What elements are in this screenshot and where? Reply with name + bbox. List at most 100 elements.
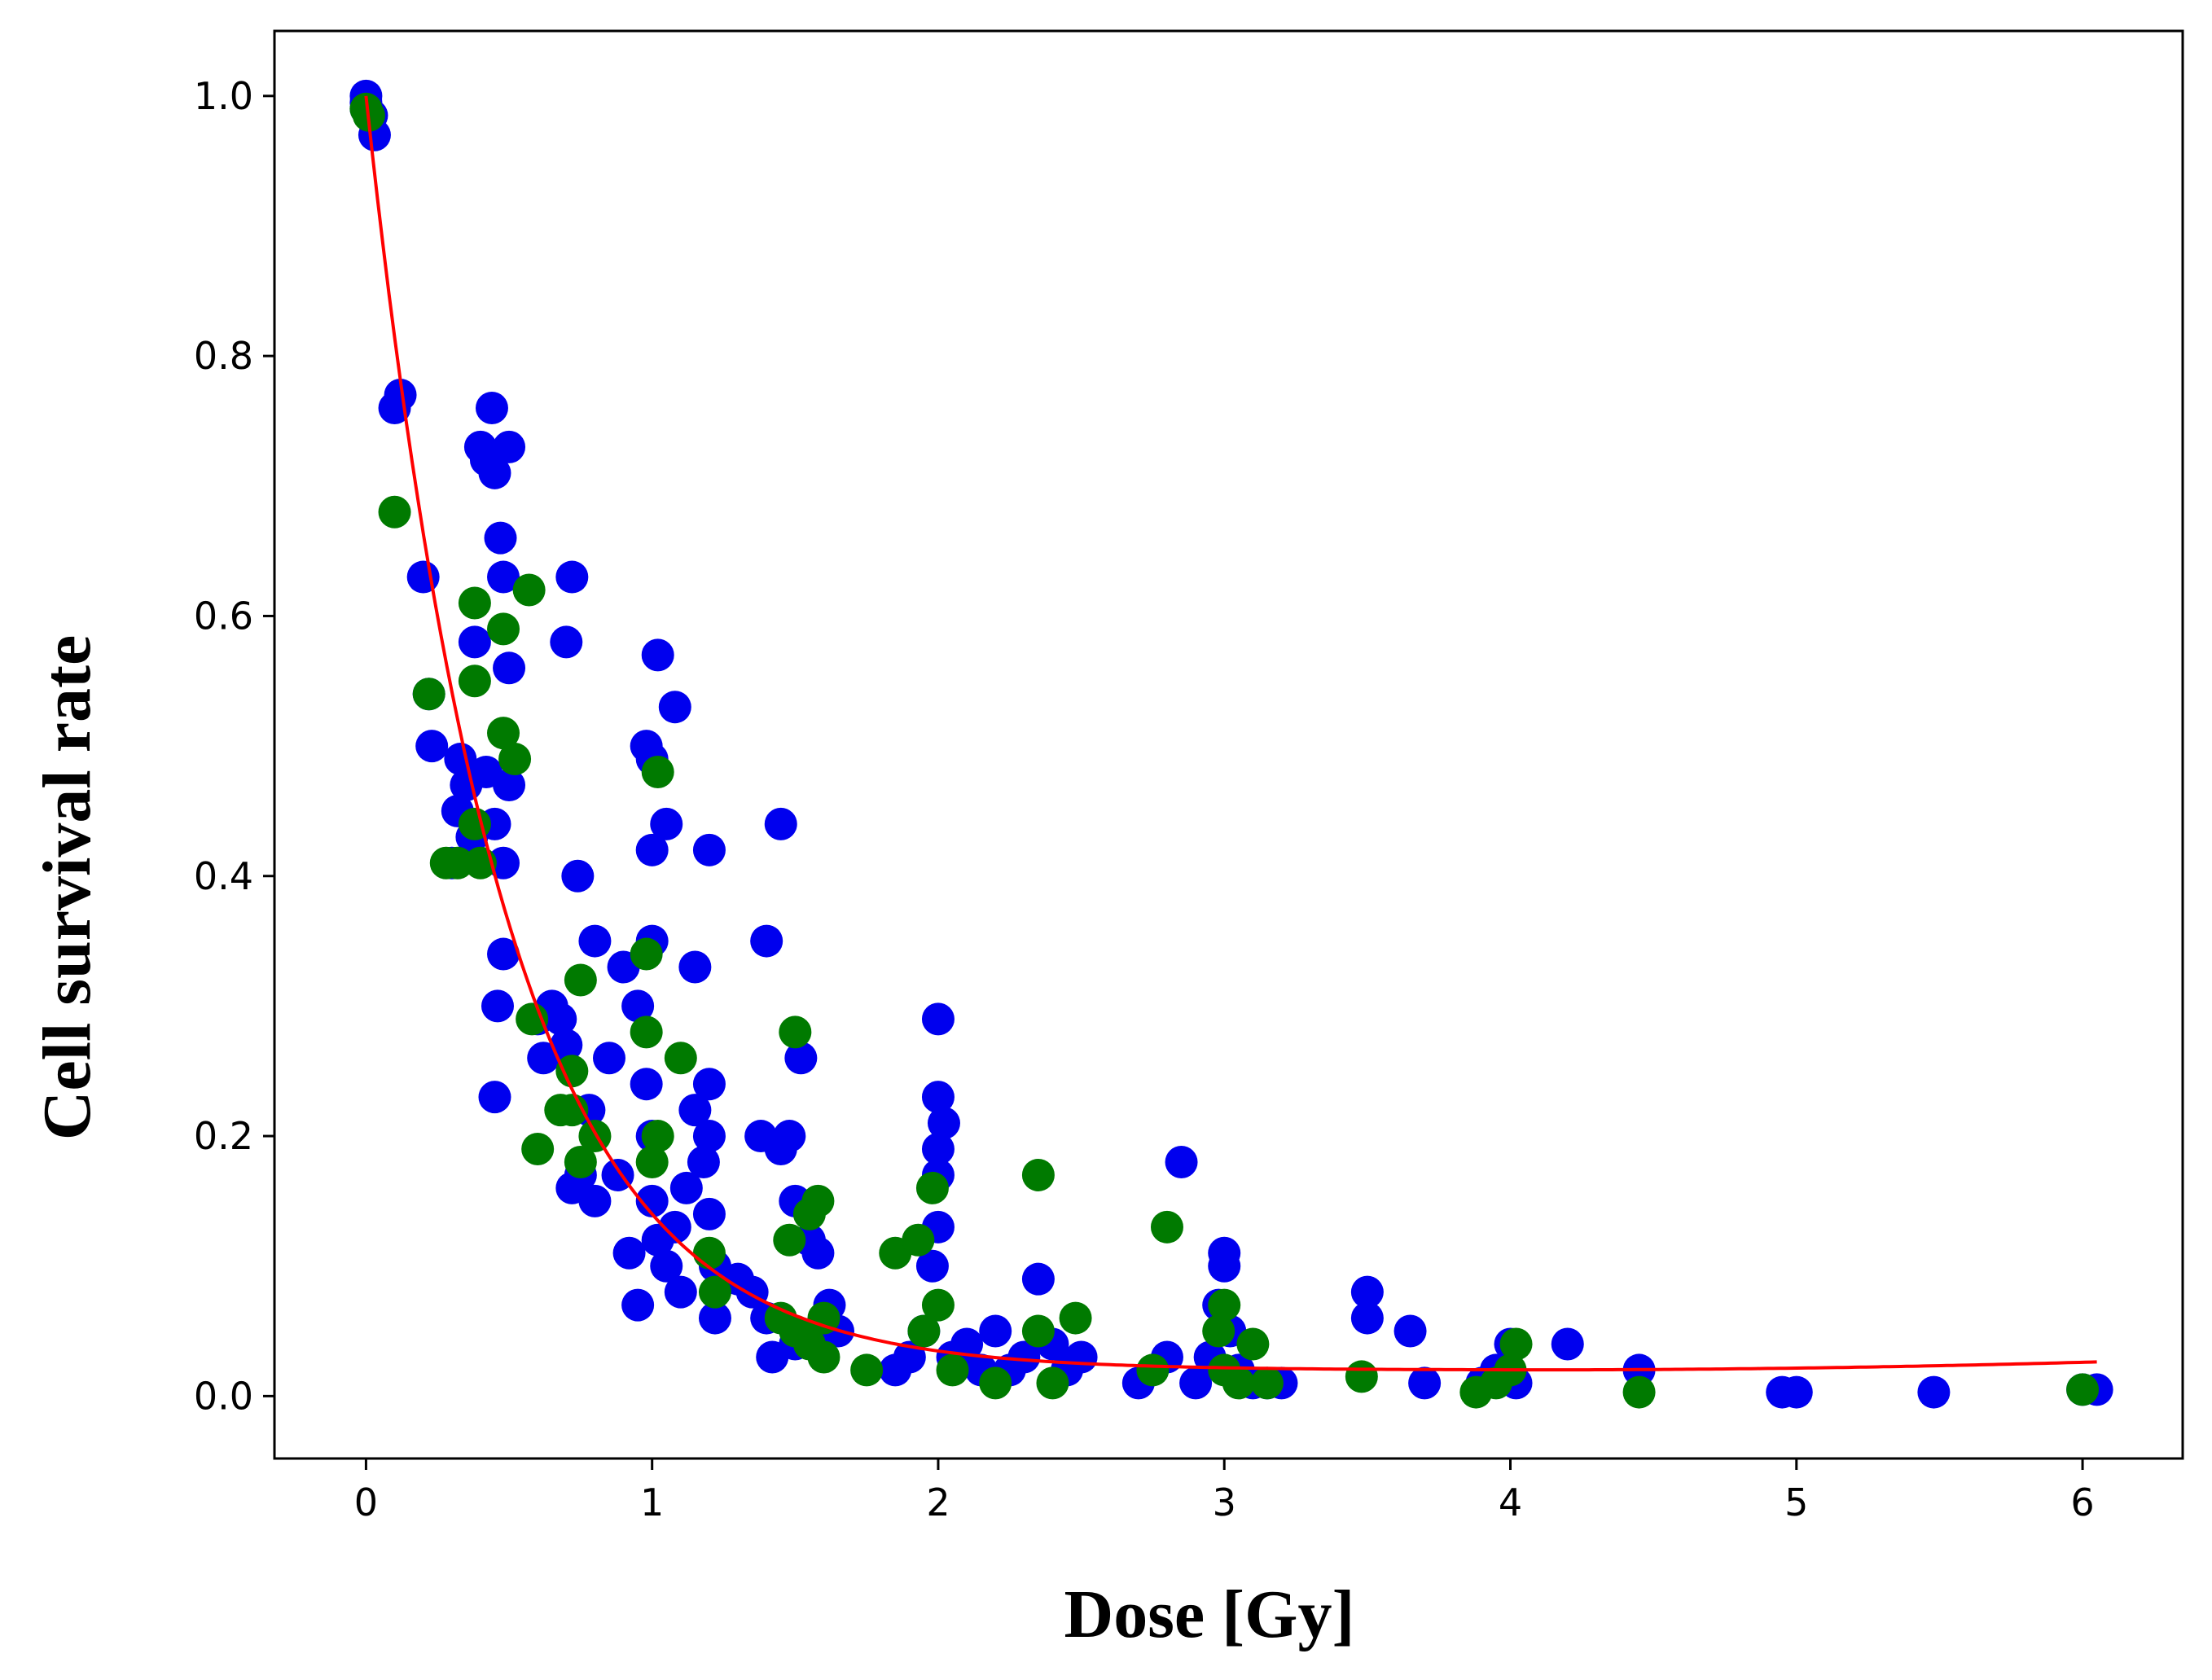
blue-data-point <box>927 1107 960 1140</box>
blue-data-point <box>484 521 517 555</box>
blue-data-point <box>406 560 440 594</box>
x-tick-label: 5 <box>1784 1480 1808 1524</box>
blue-data-point <box>1408 1366 1442 1400</box>
blue-data-point <box>384 379 417 412</box>
green-data-point <box>921 1288 955 1322</box>
blue-data-point <box>773 1120 806 1153</box>
green-data-point <box>441 846 474 879</box>
green-data-point <box>641 756 674 789</box>
green-data-point <box>1345 1360 1378 1393</box>
y-tick-label: 0.4 <box>194 854 253 898</box>
green-data-point <box>412 678 445 711</box>
blue-data-point <box>561 859 595 893</box>
blue-data-point <box>750 924 783 958</box>
green-data-point <box>521 1133 555 1166</box>
green-data-point <box>979 1366 1012 1400</box>
blue-data-point <box>1350 1275 1384 1309</box>
blue-data-point <box>979 1314 1012 1348</box>
blue-data-point <box>784 1042 818 1075</box>
green-data-point <box>458 586 491 620</box>
blue-data-point <box>915 1249 949 1283</box>
x-tick-label: 0 <box>354 1480 378 1524</box>
plot-frame <box>273 29 2184 1460</box>
green-data-point <box>498 743 532 776</box>
blue-data-point <box>650 807 683 840</box>
blue-data-point <box>801 1236 835 1270</box>
green-data-point <box>512 573 546 607</box>
axis-ticks <box>263 94 2084 1470</box>
green-data-point <box>907 1314 941 1348</box>
blue-data-point <box>921 1002 955 1036</box>
green-data-point <box>458 807 491 840</box>
blue-data-point <box>687 1145 720 1178</box>
blue-data-point <box>550 1029 583 1062</box>
green-data-point <box>1021 1158 1055 1191</box>
blue-data-point <box>664 1275 697 1309</box>
blue-data-point <box>678 1094 712 1127</box>
green-data-point <box>1236 1327 1270 1361</box>
green-data-point <box>1036 1366 1069 1400</box>
blue-data-point <box>1780 1375 1813 1409</box>
green-data-point <box>1222 1366 1255 1400</box>
green-data-point <box>1622 1375 1656 1409</box>
blue-data-point <box>555 560 589 594</box>
green-data-point <box>664 1042 697 1075</box>
y-tick-label: 0.8 <box>194 334 253 378</box>
green-data-point <box>902 1223 935 1257</box>
green-data-point <box>1136 1353 1170 1387</box>
blue-data-point <box>578 924 612 958</box>
green-data-point <box>564 963 597 997</box>
x-tick-label: 6 <box>2070 1480 2094 1524</box>
x-tick-label: 1 <box>640 1480 664 1524</box>
green-data-point <box>698 1275 731 1309</box>
green-data-point <box>1202 1314 1235 1348</box>
blue-data-point <box>544 1002 577 1036</box>
green-data-point <box>630 1015 663 1049</box>
green-data-point <box>564 1145 597 1178</box>
y-tick-label: 1.0 <box>194 74 253 118</box>
x-tick-label: 4 <box>1499 1480 1522 1524</box>
green-data-point <box>773 1223 806 1257</box>
blue-data-point <box>578 1184 612 1217</box>
blue-data-point <box>475 391 508 424</box>
blue-data-point <box>692 833 726 866</box>
green-data-point <box>936 1353 969 1387</box>
green-data-point <box>1499 1327 1533 1361</box>
blue-data-point <box>1917 1375 1951 1409</box>
green-data-point <box>630 937 663 971</box>
blue-data-point <box>487 560 520 594</box>
blue-data-point <box>658 691 691 724</box>
green-data-point <box>487 612 520 646</box>
x-tick-label: 2 <box>926 1480 950 1524</box>
green-data-point <box>487 717 520 750</box>
blue-data-point <box>415 730 449 763</box>
green-data-point <box>578 1120 612 1153</box>
blue-data-point <box>692 1120 726 1153</box>
blue-data-point <box>669 1171 703 1204</box>
green-data-point <box>850 1353 884 1387</box>
green-data-point <box>779 1015 812 1049</box>
green-data-point <box>1150 1210 1183 1244</box>
blue-data-point <box>635 1184 669 1217</box>
blue-data-point <box>1350 1301 1384 1335</box>
blue-data-point <box>692 1197 726 1230</box>
blue-data-point <box>921 1133 955 1166</box>
blue-data-point <box>1021 1262 1055 1296</box>
y-tick-label: 0.2 <box>194 1114 253 1158</box>
blue-data-point <box>478 1081 511 1114</box>
y-tick-label: 0.0 <box>194 1374 253 1418</box>
data-points <box>349 79 2113 1409</box>
green-data-point <box>1208 1288 1241 1322</box>
blue-data-point <box>698 1301 731 1335</box>
blue-data-point <box>1551 1327 1584 1361</box>
green-data-point <box>801 1184 835 1217</box>
blue-data-point <box>658 1210 691 1244</box>
blue-data-point <box>635 833 669 866</box>
green-data-point <box>635 1145 669 1178</box>
green-data-point <box>458 665 491 698</box>
green-data-point <box>1250 1366 1284 1400</box>
blue-data-point <box>621 1288 655 1322</box>
green-data-point <box>2066 1373 2100 1406</box>
blue-data-point <box>650 1249 683 1283</box>
